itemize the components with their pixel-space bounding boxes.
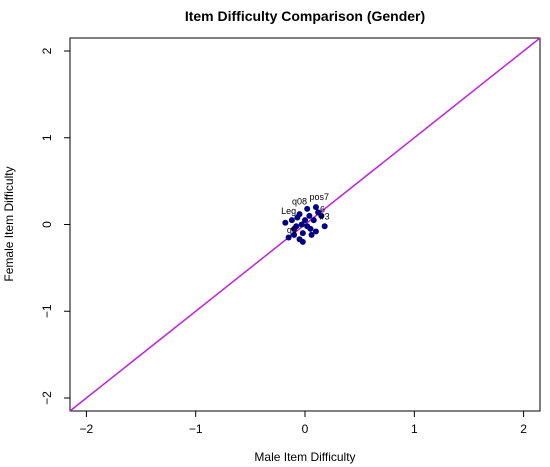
data-point bbox=[308, 231, 315, 238]
point-label: q0 bbox=[287, 225, 297, 235]
data-point bbox=[304, 205, 311, 212]
x-tick-label: −1 bbox=[189, 422, 203, 436]
data-point bbox=[315, 209, 322, 216]
data-point bbox=[298, 221, 305, 228]
data-point bbox=[304, 223, 311, 230]
point-label: 6 bbox=[320, 204, 325, 214]
x-tick-label: −2 bbox=[80, 422, 94, 436]
y-tick-label: 1 bbox=[40, 134, 54, 141]
data-point bbox=[288, 217, 295, 224]
point-label: pos7 bbox=[309, 192, 329, 202]
y-tick-label: −1 bbox=[40, 304, 54, 318]
y-axis: −2 −1 0 1 2 bbox=[40, 47, 70, 405]
y-tick-label: 0 bbox=[40, 221, 54, 228]
x-tick-label: 1 bbox=[411, 422, 418, 436]
y-tick-label: −2 bbox=[40, 391, 54, 405]
x-tick-label: 0 bbox=[302, 422, 309, 436]
y-axis-label: Female Item Difficulty bbox=[2, 166, 16, 281]
data-points bbox=[282, 204, 328, 245]
data-point bbox=[321, 223, 328, 230]
data-point bbox=[285, 234, 292, 241]
data-point bbox=[291, 231, 298, 238]
y-tick-label: 2 bbox=[40, 47, 54, 54]
x-tick-label: 2 bbox=[520, 422, 527, 436]
data-point bbox=[310, 217, 317, 224]
data-point bbox=[302, 217, 308, 224]
data-point bbox=[299, 238, 306, 245]
data-point bbox=[306, 212, 313, 219]
data-point bbox=[294, 214, 301, 221]
data-point bbox=[291, 225, 298, 232]
point-label: q08 bbox=[292, 197, 307, 207]
x-axis-label: Male Item Difficulty bbox=[254, 450, 355, 464]
data-point bbox=[312, 228, 319, 235]
data-point bbox=[312, 204, 319, 211]
point-label: lr3 bbox=[320, 211, 330, 221]
data-point bbox=[299, 230, 306, 237]
point-label: Leg bbox=[281, 206, 296, 216]
x-axis: −2 −1 0 1 2 bbox=[80, 411, 527, 436]
chart-title: Item Difficulty Comparison (Gender) bbox=[185, 8, 425, 24]
data-point bbox=[282, 219, 289, 226]
